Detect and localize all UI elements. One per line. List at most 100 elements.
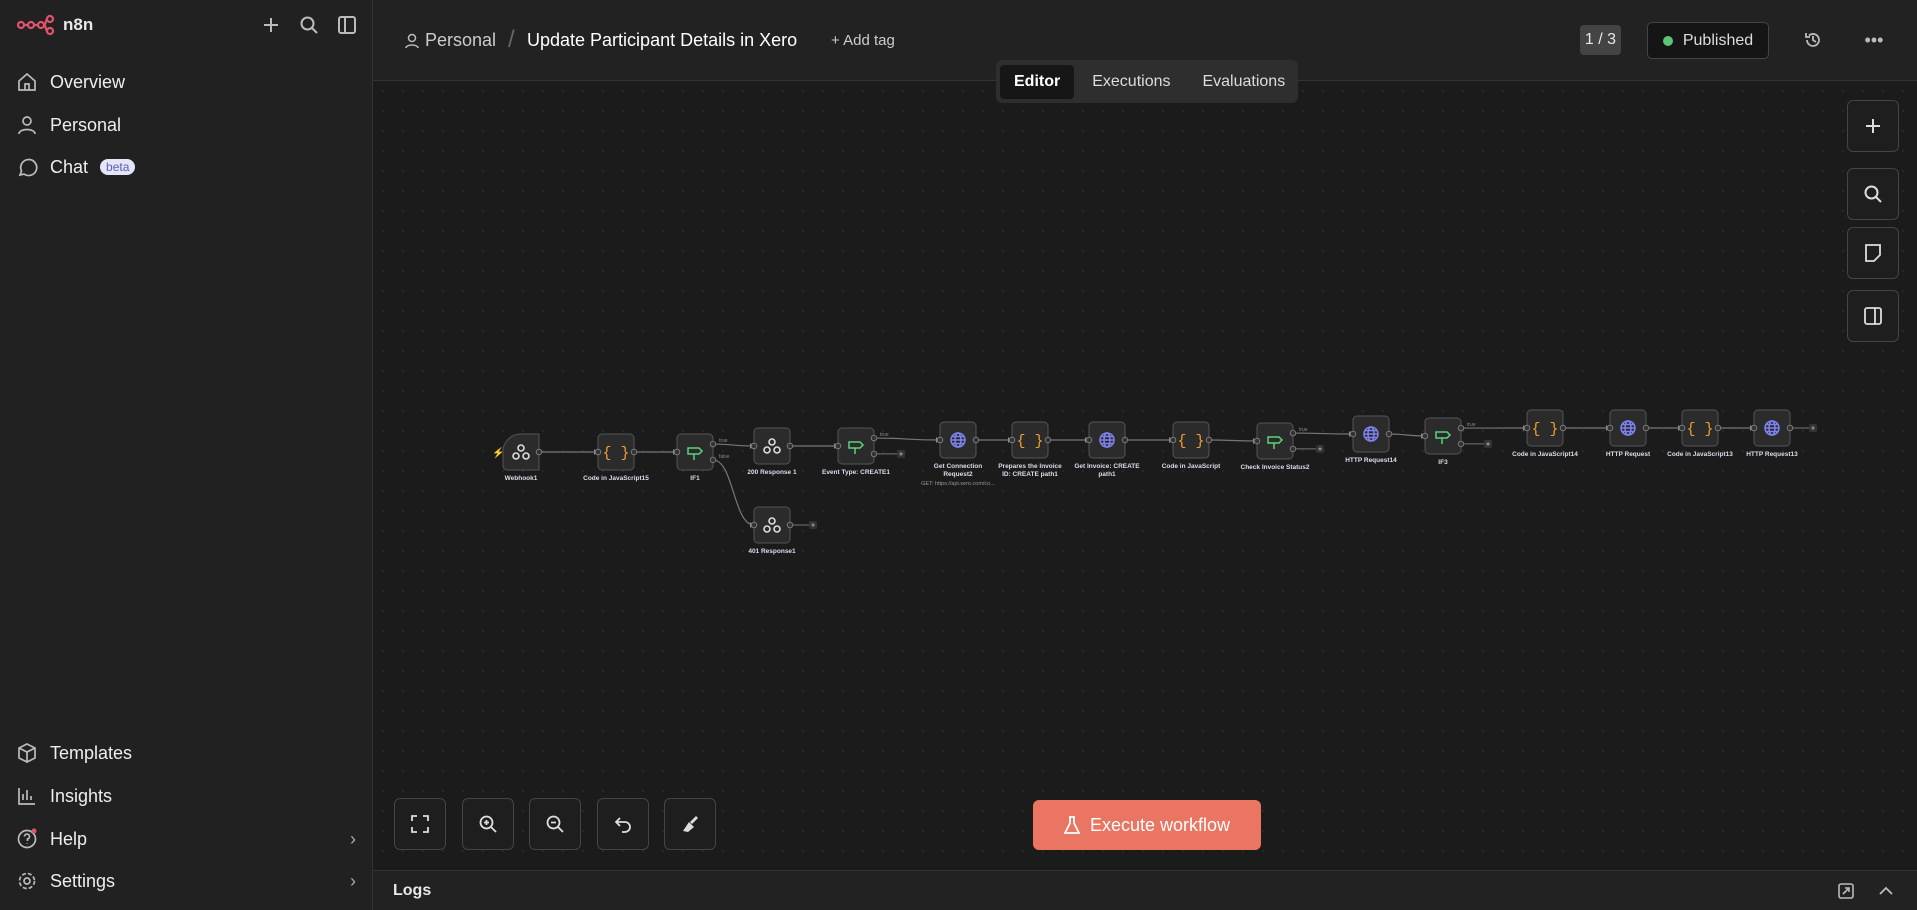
tab-editor[interactable]: Editor: [1000, 64, 1075, 99]
input-handle[interactable]: [1750, 424, 1758, 432]
output-handle[interactable]: [1642, 424, 1650, 432]
connection-check-http14[interactable]: [1292, 432, 1354, 435]
sidebar-item-overview[interactable]: Overview: [16, 66, 356, 98]
n8n-logo[interactable]: n8n: [17, 14, 93, 36]
output-handle[interactable]: [1289, 429, 1297, 437]
node-webhook1[interactable]: ⚡ Webhook1: [492, 433, 543, 482]
node-getconn[interactable]: Get Connection Request2 GET: https://api.x…: [921, 421, 995, 487]
workflow-title[interactable]: Update Participant Details in Xero: [527, 30, 798, 50]
input-handle[interactable]: [1008, 436, 1016, 444]
node-http14[interactable]: HTTP Request14: [1345, 415, 1397, 464]
input-handle[interactable]: [594, 448, 602, 456]
sidebar-item-personal[interactable]: Personal: [16, 109, 356, 141]
input-handle[interactable]: [750, 442, 758, 450]
output-handle[interactable]: [786, 442, 794, 450]
node-code13[interactable]: { } Code in JavaScript13: [1667, 409, 1733, 458]
undo-button[interactable]: [597, 798, 649, 850]
output-handle[interactable]: [1289, 445, 1297, 453]
sidebar-item-chat[interactable]: Chat beta: [16, 151, 356, 183]
output-handle[interactable]: [1559, 424, 1567, 432]
input-handle[interactable]: [1085, 436, 1093, 444]
output-handle[interactable]: [630, 448, 638, 456]
node-http[interactable]: HTTP Request: [1606, 409, 1651, 458]
connection-http14-if3[interactable]: [1388, 433, 1426, 437]
node-codejs[interactable]: { } Code in JavaScript: [1162, 421, 1221, 470]
tab-executions[interactable]: Executions: [1092, 72, 1171, 90]
input-handle[interactable]: [1523, 424, 1531, 432]
search-nodes-button[interactable]: [1847, 168, 1899, 220]
output-handle[interactable]: [709, 456, 717, 464]
connection-event-getconn[interactable]: [873, 437, 941, 441]
more-options-icon[interactable]: •••: [1864, 29, 1884, 50]
zoom-out-button[interactable]: [529, 798, 581, 850]
input-handle[interactable]: [936, 436, 944, 444]
output-handle[interactable]: [1457, 440, 1465, 448]
node-code15[interactable]: { } Code in JavaScript15: [583, 433, 649, 482]
chevron-up-icon[interactable]: [1875, 880, 1897, 902]
node-r401[interactable]: 401 Response1: [748, 506, 817, 555]
output-handle[interactable]: [1714, 424, 1722, 432]
published-button[interactable]: Published: [1647, 22, 1769, 59]
node-r200[interactable]: 200 Response 1: [747, 427, 797, 476]
node-getinv[interactable]: Get Invoice: CREATE path1: [1074, 421, 1140, 478]
zoom-in-button[interactable]: [462, 798, 514, 850]
output-handle[interactable]: [535, 448, 543, 456]
breadcrumb-project[interactable]: Personal: [405, 30, 496, 51]
breadcrumb-separator: /: [508, 26, 515, 53]
node-label: IF3: [1438, 459, 1448, 466]
output-handle[interactable]: [870, 434, 878, 442]
search-icon[interactable]: [298, 14, 320, 36]
output-handle[interactable]: [972, 436, 980, 444]
add-tag-button[interactable]: + Add tag: [831, 32, 895, 49]
output-handle[interactable]: [1205, 436, 1213, 444]
plus-icon[interactable]: [260, 14, 282, 36]
input-handle[interactable]: [1253, 437, 1261, 445]
input-handle[interactable]: [673, 448, 681, 456]
input-handle[interactable]: [834, 442, 842, 450]
fit-view-button[interactable]: [394, 798, 446, 850]
tab-evaluations[interactable]: Evaluations: [1202, 72, 1286, 90]
connection-codejs-check[interactable]: [1208, 439, 1258, 442]
version-badge[interactable]: 1 / 3: [1580, 25, 1621, 55]
connection-if1-r200[interactable]: [712, 443, 755, 447]
connection-if1-r401[interactable]: [712, 459, 755, 526]
output-handle[interactable]: [786, 521, 794, 529]
output-handle[interactable]: [709, 440, 717, 448]
output-handle[interactable]: [1044, 436, 1052, 444]
history-icon[interactable]: [1802, 29, 1824, 51]
input-handle[interactable]: [1678, 424, 1686, 432]
output-handle[interactable]: [1385, 430, 1393, 438]
input-handle[interactable]: [1169, 436, 1177, 444]
sidebar-item-templates[interactable]: Templates: [16, 737, 356, 769]
node-label: 200 Response 1: [747, 469, 797, 476]
node-prep[interactable]: { } Prepares the Invoice ID: CREATE path1: [998, 421, 1062, 478]
sidebar-item-insights[interactable]: Insights: [16, 780, 356, 812]
sidebar-item-help[interactable]: Help ›: [16, 823, 356, 855]
sidebar-toggle-icon[interactable]: [336, 14, 358, 36]
output-handle[interactable]: [1786, 424, 1794, 432]
node-event[interactable]: Event Type: CREATE1: [822, 427, 905, 476]
add-node-button[interactable]: [1847, 100, 1899, 152]
output-handle[interactable]: [1457, 424, 1465, 432]
tidy-up-button[interactable]: [664, 798, 716, 850]
sidebar-item-settings[interactable]: Settings ›: [16, 865, 356, 897]
node-code14[interactable]: { } Code in JavaScript14: [1512, 409, 1578, 458]
sticky-note-button[interactable]: [1847, 227, 1899, 279]
node-if1[interactable]: IF1: [673, 433, 717, 482]
node-if3[interactable]: IF3: [1421, 417, 1492, 466]
branch-label: false: [719, 454, 730, 460]
input-handle[interactable]: [750, 521, 758, 529]
output-handle[interactable]: [1121, 436, 1129, 444]
input-handle[interactable]: [1421, 432, 1429, 440]
logs-panel[interactable]: Logs: [373, 870, 1917, 910]
node-check[interactable]: Check Invoice Status2: [1241, 422, 1325, 471]
input-handle[interactable]: [1606, 424, 1614, 432]
output-handle[interactable]: [870, 450, 878, 458]
toggle-panel-button[interactable]: [1847, 290, 1899, 342]
node-http13[interactable]: HTTP Request13: [1746, 409, 1817, 458]
execute-workflow-button[interactable]: Execute workflow: [1033, 800, 1261, 850]
input-handle[interactable]: [1349, 430, 1357, 438]
workflow-canvas[interactable]: true false true true true ⚡ Webhook1 { } Code in…: [373, 81, 1917, 870]
popout-icon[interactable]: [1835, 880, 1857, 902]
signpost-icon: [687, 447, 704, 460]
